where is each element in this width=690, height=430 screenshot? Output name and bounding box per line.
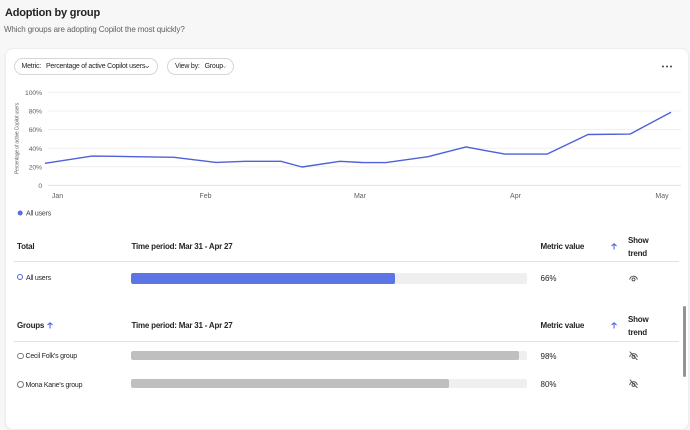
svg-text:Jan: Jan (52, 193, 63, 200)
svg-text:40%: 40% (29, 146, 42, 153)
svg-text:100%: 100% (25, 90, 42, 97)
svg-text:All users: All users (26, 210, 52, 217)
svg-text:Apr: Apr (510, 193, 522, 200)
svg-text:20%: 20% (29, 164, 42, 171)
svg-text:80%: 80% (29, 109, 42, 116)
svg-text:0: 0 (38, 183, 42, 190)
svg-text:Percentage of active Copilot u: Percentage of active Copilot users (15, 102, 21, 174)
svg-text:Mar: Mar (354, 193, 367, 200)
svg-text:May: May (655, 193, 669, 200)
svg-text:Feb: Feb (199, 193, 211, 200)
svg-text:60%: 60% (29, 127, 42, 134)
